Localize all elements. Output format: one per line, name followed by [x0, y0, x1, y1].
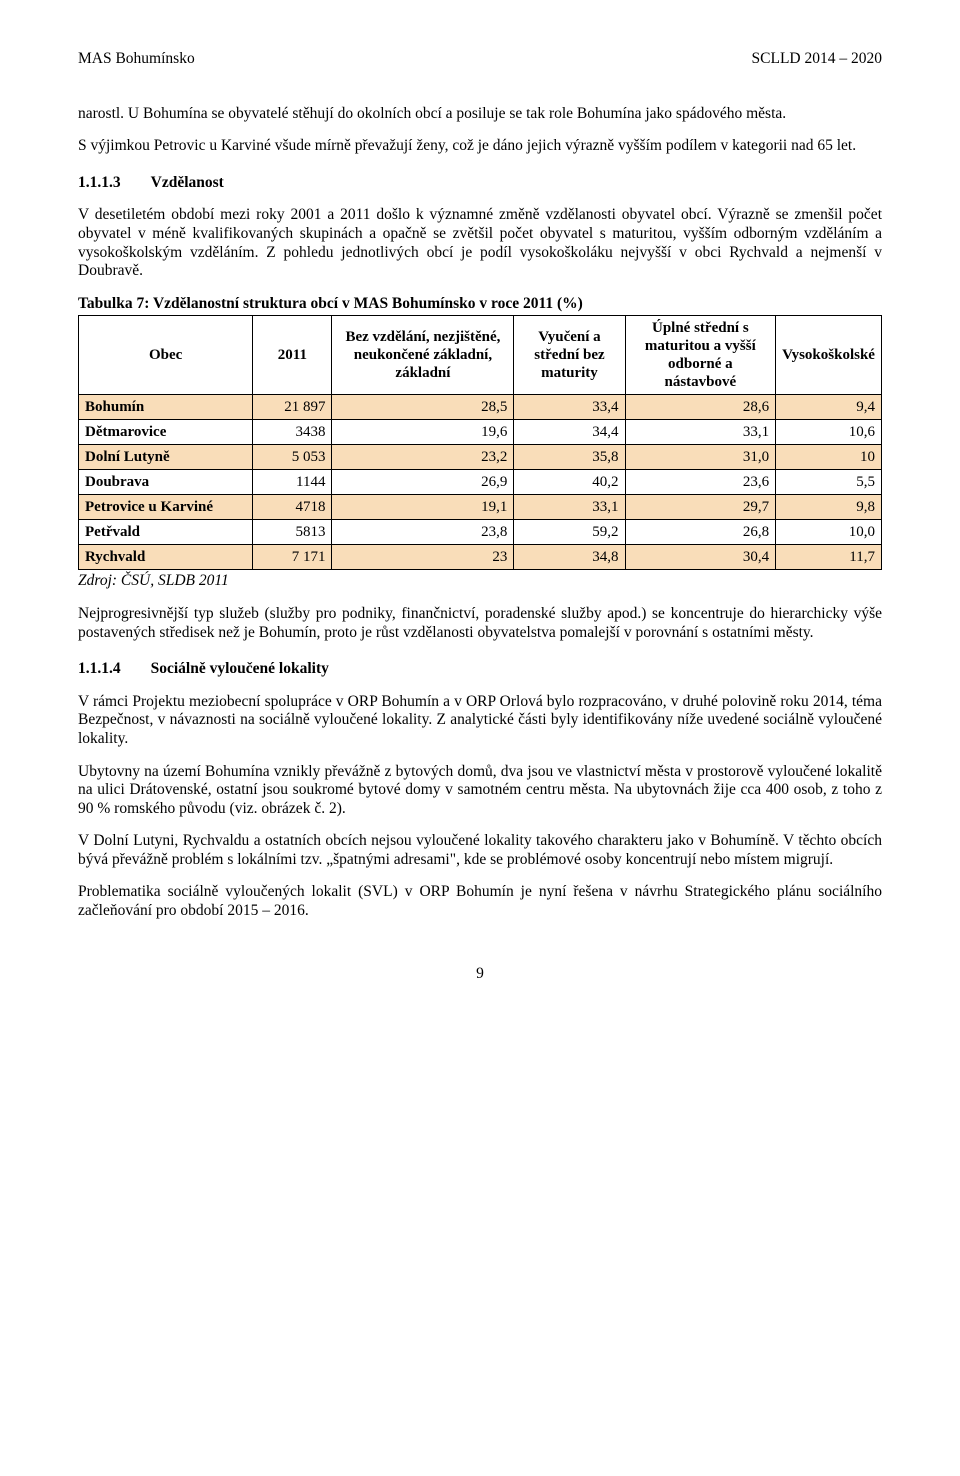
page-header: MAS Bohumínsko SCLLD 2014 – 2020	[78, 50, 882, 69]
cell-vs: 10,0	[776, 520, 882, 545]
section-title: Vzdělanost	[151, 174, 224, 193]
cell-uplne: 28,6	[625, 395, 776, 420]
cell-vs: 5,5	[776, 470, 882, 495]
cell-name: Bohumín	[79, 395, 253, 420]
cell-2011: 5813	[253, 520, 332, 545]
cell-2011: 5 053	[253, 445, 332, 470]
cell-vs: 9,8	[776, 495, 882, 520]
cell-uplne: 30,4	[625, 545, 776, 570]
intro-paragraph-1: narostl. U Bohumína se obyvatelé stěhují…	[78, 105, 882, 124]
cell-vyuceni: 33,1	[514, 495, 625, 520]
section-title: Sociálně vyloučené lokality	[151, 660, 329, 679]
cell-uplne: 31,0	[625, 445, 776, 470]
cell-vyuceni: 35,8	[514, 445, 625, 470]
cell-uplne: 23,6	[625, 470, 776, 495]
table-row: Petrovice u Karviné471819,133,129,79,8	[79, 495, 882, 520]
cell-2011: 3438	[253, 420, 332, 445]
col-2011: 2011	[253, 316, 332, 395]
table-header-row: Obec 2011 Bez vzdělání, nezjištěné, neuk…	[79, 316, 882, 395]
cell-uplne: 26,8	[625, 520, 776, 545]
cell-bez: 19,6	[332, 420, 514, 445]
cell-2011: 1144	[253, 470, 332, 495]
section2-paragraph-1: V rámci Projektu meziobecní spolupráce v…	[78, 693, 882, 749]
cell-2011: 21 897	[253, 395, 332, 420]
cell-name: Petřvald	[79, 520, 253, 545]
table-row: Rychvald7 1712334,830,411,7	[79, 545, 882, 570]
table-row: Dětmarovice343819,634,433,110,6	[79, 420, 882, 445]
education-table: Obec 2011 Bez vzdělání, nezjištěné, neuk…	[78, 315, 882, 570]
cell-vs: 11,7	[776, 545, 882, 570]
cell-vs: 9,4	[776, 395, 882, 420]
intro-paragraph-2: S výjimkou Petrovic u Karviné všude mírn…	[78, 137, 882, 156]
col-obec: Obec	[79, 316, 253, 395]
table-caption: Tabulka 7: Vzdělanostní struktura obcí v…	[78, 295, 882, 314]
cell-name: Doubrava	[79, 470, 253, 495]
cell-name: Rychvald	[79, 545, 253, 570]
cell-name: Dolní Lutyně	[79, 445, 253, 470]
page-number: 9	[78, 965, 882, 984]
section-heading-vzdelanost: 1.1.1.3 Vzdělanost	[78, 174, 882, 193]
cell-bez: 28,5	[332, 395, 514, 420]
cell-vyuceni: 59,2	[514, 520, 625, 545]
cell-uplne: 33,1	[625, 420, 776, 445]
section2-paragraph-3: V Dolní Lutyni, Rychvaldu a ostatních ob…	[78, 832, 882, 869]
cell-vs: 10,6	[776, 420, 882, 445]
section2-paragraph-2: Ubytovny na území Bohumína vznikly převá…	[78, 763, 882, 819]
cell-uplne: 29,7	[625, 495, 776, 520]
header-left: MAS Bohumínsko	[78, 50, 195, 69]
cell-vs: 10	[776, 445, 882, 470]
col-uplne: Úplné střední s maturitou a vyšší odborn…	[625, 316, 776, 395]
after-table-paragraph: Nejprogresivnější typ služeb (služby pro…	[78, 605, 882, 642]
cell-bez: 23	[332, 545, 514, 570]
section-number: 1.1.1.3	[78, 174, 121, 193]
cell-vyuceni: 40,2	[514, 470, 625, 495]
cell-vyuceni: 34,8	[514, 545, 625, 570]
cell-bez: 19,1	[332, 495, 514, 520]
section-number: 1.1.1.4	[78, 660, 121, 679]
col-vyuceni: Vyučení a střední bez maturity	[514, 316, 625, 395]
section2-paragraph-4: Problematika sociálně vyloučených lokali…	[78, 883, 882, 920]
cell-2011: 4718	[253, 495, 332, 520]
table-row: Bohumín21 89728,533,428,69,4	[79, 395, 882, 420]
table-row: Doubrava114426,940,223,65,5	[79, 470, 882, 495]
col-vs: Vysokoškolské	[776, 316, 882, 395]
header-right: SCLLD 2014 – 2020	[752, 50, 882, 69]
section1-paragraph-1: V desetiletém období mezi roky 2001 a 20…	[78, 206, 882, 280]
cell-bez: 23,2	[332, 445, 514, 470]
table-row: Dolní Lutyně5 05323,235,831,010	[79, 445, 882, 470]
col-bez: Bez vzdělání, nezjištěné, neukončené zák…	[332, 316, 514, 395]
table-source: Zdroj: ČSÚ, SLDB 2011	[78, 572, 882, 591]
cell-name: Dětmarovice	[79, 420, 253, 445]
table-row: Petřvald581323,859,226,810,0	[79, 520, 882, 545]
section-heading-svl: 1.1.1.4 Sociálně vyloučené lokality	[78, 660, 882, 679]
cell-bez: 23,8	[332, 520, 514, 545]
cell-vyuceni: 33,4	[514, 395, 625, 420]
cell-bez: 26,9	[332, 470, 514, 495]
cell-name: Petrovice u Karviné	[79, 495, 253, 520]
cell-vyuceni: 34,4	[514, 420, 625, 445]
cell-2011: 7 171	[253, 545, 332, 570]
